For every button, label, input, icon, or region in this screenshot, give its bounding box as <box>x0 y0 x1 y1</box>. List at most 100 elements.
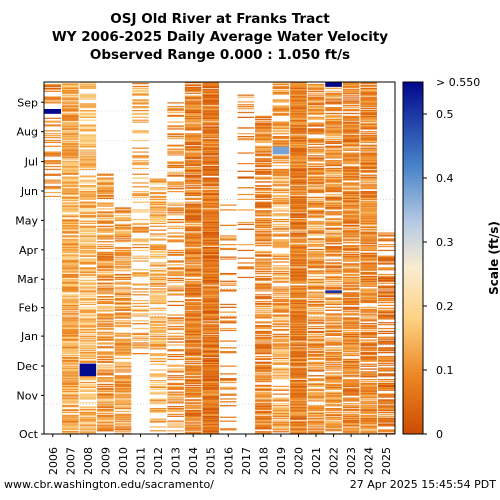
day-cell-2024 <box>360 348 377 350</box>
day-cell-2012 <box>149 388 167 390</box>
day-cell-2024 <box>360 99 377 101</box>
day-cell-2015 <box>202 163 219 165</box>
day-cell-2014 <box>184 90 202 92</box>
day-cell-2022 <box>325 122 342 124</box>
day-cell-2012 <box>149 279 167 281</box>
day-cell-2024 <box>360 420 377 422</box>
day-cell-2018 <box>255 277 272 280</box>
day-cell-2015 <box>202 226 219 228</box>
day-cell-2018 <box>255 213 272 215</box>
day-cell-2014 <box>184 237 202 239</box>
day-cell-2021 <box>307 259 325 261</box>
day-cell-2025 <box>377 367 395 369</box>
day-cell-2009 <box>97 204 114 206</box>
day-cell-2008 <box>79 84 97 87</box>
day-cell-2013 <box>167 151 184 153</box>
day-cell-2025 <box>377 317 395 319</box>
day-cell-2007 <box>62 253 79 255</box>
day-cell-2012 <box>149 285 167 287</box>
day-cell-2007 <box>62 349 79 351</box>
day-cell-2010 <box>114 312 132 314</box>
day-cell-2008 <box>79 245 97 248</box>
day-cell-2023 <box>342 211 360 213</box>
day-cell-2015 <box>202 82 219 84</box>
day-cell-2021 <box>307 319 325 321</box>
day-cell-2022 <box>325 407 342 410</box>
day-cell-2009 <box>97 189 114 191</box>
day-cell-2024 <box>360 325 377 327</box>
day-cell-2013 <box>167 271 184 273</box>
footer-url[interactable]: www.cbr.washington.edu/sacramento/ <box>4 478 214 491</box>
day-cell-2023 <box>342 224 360 226</box>
day-cell-2016 <box>220 316 237 318</box>
day-cell-2023 <box>342 227 360 229</box>
day-cell-2021 <box>307 252 325 254</box>
day-cell-2020 <box>290 211 307 213</box>
x-tick-label: 2023 <box>345 447 358 475</box>
day-cell-2016 <box>220 393 237 395</box>
day-cell-2013 <box>167 387 184 389</box>
day-cell-2014 <box>184 175 202 177</box>
day-cell-2021 <box>307 253 325 255</box>
day-cell-2024 <box>360 382 377 385</box>
day-cell-2015 <box>202 148 219 150</box>
day-cell-2015 <box>202 113 219 116</box>
day-cell-2012 <box>149 274 167 277</box>
day-cell-2008 <box>79 128 97 130</box>
day-cell-2024 <box>360 371 377 373</box>
day-cell-2024 <box>360 344 377 346</box>
day-cell-2020 <box>290 310 307 312</box>
day-cell-2018 <box>255 275 272 278</box>
day-cell-2014 <box>184 209 202 211</box>
day-cell-2010 <box>114 207 132 209</box>
day-cell-2015 <box>202 406 219 409</box>
day-cell-2019 <box>272 213 290 215</box>
day-cell-2009 <box>97 296 114 298</box>
day-cell-2008 <box>79 241 97 243</box>
day-cell-2010 <box>114 218 132 221</box>
day-cell-2014 <box>184 223 202 226</box>
day-cell-2020 <box>290 115 307 118</box>
day-cell-2006 <box>44 179 62 181</box>
day-cell-2022 <box>325 237 342 239</box>
day-cell-2024 <box>360 113 377 116</box>
day-cell-2020 <box>290 124 307 126</box>
day-cell-2022 <box>325 287 342 289</box>
day-cell-2023 <box>342 171 360 173</box>
day-cell-2024 <box>360 426 377 428</box>
day-cell-2021 <box>307 189 325 191</box>
day-cell-2014 <box>184 327 202 330</box>
day-cell-2016 <box>220 224 237 226</box>
day-cell-2014 <box>184 117 202 119</box>
day-cell-2023 <box>342 416 360 418</box>
day-cell-2010 <box>114 338 132 340</box>
day-cell-2007 <box>62 204 79 206</box>
day-cell-2010 <box>114 262 132 264</box>
day-cell-2007 <box>62 343 79 345</box>
day-cell-2023 <box>342 140 360 143</box>
day-cell-2015 <box>202 367 219 369</box>
day-cell-2018 <box>255 385 272 388</box>
day-cell-2015 <box>202 222 219 225</box>
day-cell-2021 <box>307 255 325 257</box>
day-cell-2007 <box>62 386 79 389</box>
day-cell-2024 <box>360 380 377 383</box>
day-cell-2018 <box>255 302 272 305</box>
day-cell-2023 <box>342 421 360 423</box>
day-cell-2020 <box>290 319 307 321</box>
day-cell-2010 <box>114 208 132 210</box>
day-cell-2015 <box>202 346 219 348</box>
day-cell-2022 <box>325 343 342 345</box>
day-cell-2018 <box>255 413 272 416</box>
day-cell-2022 <box>325 400 342 402</box>
day-cell-2018 <box>255 411 272 414</box>
day-cell-2007 <box>62 164 79 167</box>
chart-subtitle: WY 2006-2025 Daily Average Water Velocit… <box>51 29 389 45</box>
day-cell-2018 <box>255 294 272 296</box>
day-cell-2025 <box>377 388 395 390</box>
day-cell-2007 <box>62 251 79 253</box>
day-cell-2024 <box>360 248 377 251</box>
day-cell-2023 <box>342 422 360 424</box>
day-cell-2010 <box>114 246 132 249</box>
day-cell-2021 <box>307 137 325 140</box>
